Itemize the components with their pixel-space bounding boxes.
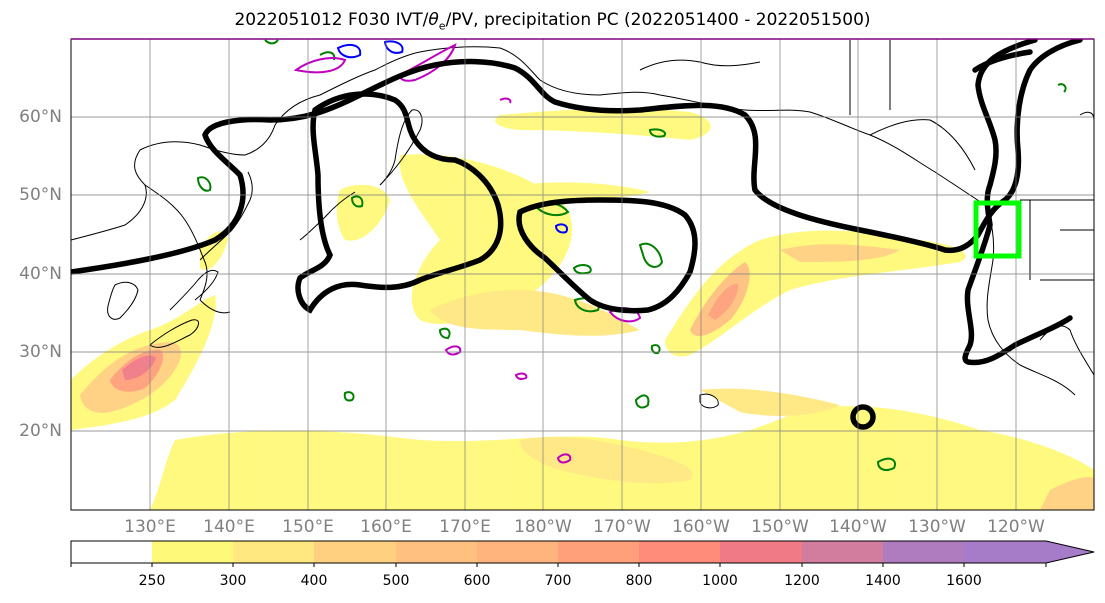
colorbar-label-700: 700 (544, 573, 572, 589)
colorbar-label-300: 300 (219, 573, 247, 589)
ivt-contours (293, 40, 642, 464)
lon-label-150e: 150°E (282, 517, 334, 537)
lat-label-30n: 30°N (19, 342, 62, 362)
colorbar-label-1400: 1400 (865, 573, 901, 589)
lon-label-160e: 160°E (360, 517, 412, 537)
lat-label-20n: 20°N (19, 421, 62, 441)
lat-label-60n: 60°N (19, 107, 62, 127)
pv-contours (71, 39, 1083, 430)
target-region-box (973, 200, 1022, 259)
colorbar-label-1000: 1000 (702, 573, 738, 589)
colorbar-label-800: 800 (625, 573, 653, 589)
lon-label-140e: 140°E (203, 517, 255, 537)
lon-label-150w: 150°W (751, 517, 809, 537)
lat-label-50n: 50°N (19, 185, 62, 205)
colorbar-label-1600: 1600 (946, 573, 982, 589)
lon-label-170w: 170°W (593, 517, 651, 537)
lon-label-130w: 130°W (908, 517, 966, 537)
lat-label-40n: 40°N (19, 264, 62, 284)
lon-label-120w: 120°W (987, 517, 1045, 537)
map-title: 2022051012 F030 IVT/θe/PV, precipitation… (234, 10, 871, 33)
gridlines (71, 39, 1094, 510)
colorbar (70, 540, 1095, 567)
coastlines (71, 40, 1094, 409)
lon-label-130e: 130°E (124, 517, 176, 537)
lon-label-160w: 160°W (672, 517, 730, 537)
colorbar-label-400: 400 (300, 573, 328, 589)
lon-label-140w: 140°W (829, 517, 887, 537)
colorbar-label-600: 600 (463, 573, 491, 589)
lon-label-180w: 180°W (514, 517, 572, 537)
colorbar-label-500: 500 (382, 573, 410, 589)
colorbar-label-250: 250 (138, 573, 166, 589)
lon-label-170e: 170°E (439, 517, 491, 537)
colorbar-label-1200: 1200 (784, 573, 820, 589)
